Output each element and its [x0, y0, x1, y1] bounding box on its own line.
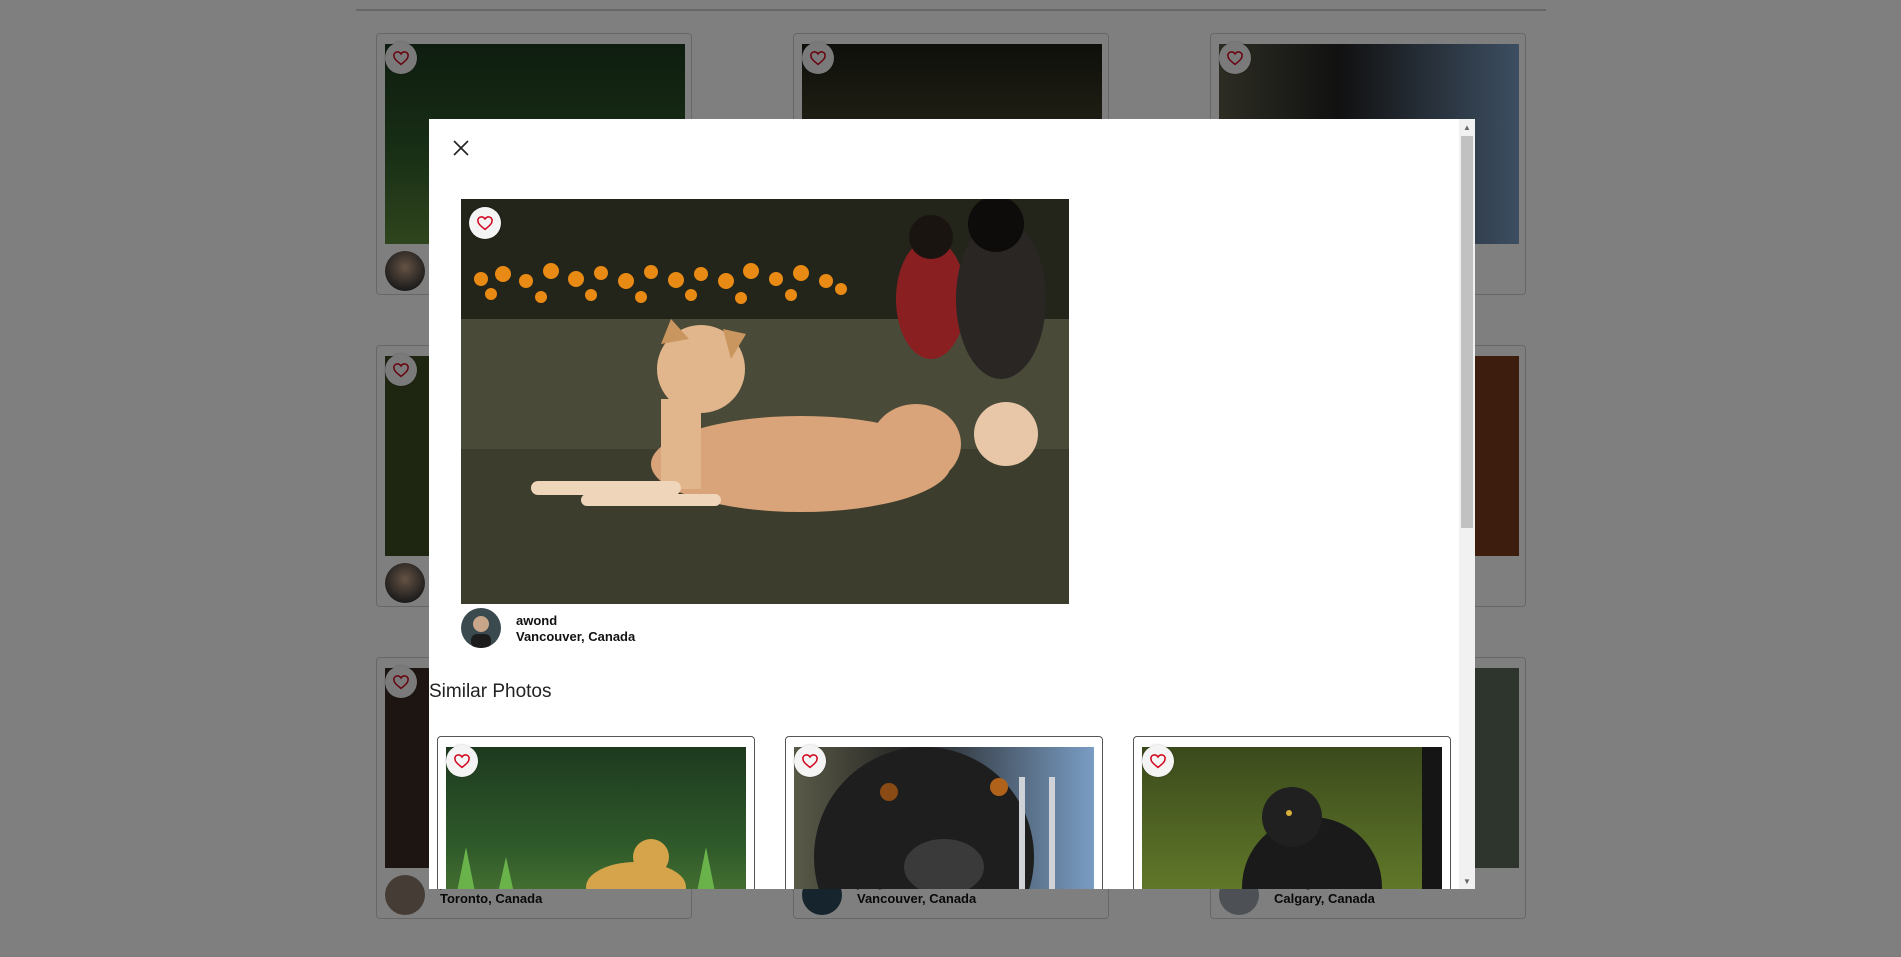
similar-photo-thumbnail[interactable] — [446, 747, 746, 889]
author-info: awond Vancouver, Canada — [516, 613, 635, 645]
close-icon[interactable] — [449, 136, 473, 160]
favorite-heart-icon[interactable] — [1142, 745, 1174, 777]
author-avatar — [461, 608, 501, 648]
favorite-heart-icon[interactable] — [446, 745, 478, 777]
similar-photo-card[interactable] — [1133, 736, 1451, 889]
modal-content: awond Vancouver, Canada Similar Photos — [429, 119, 1459, 889]
modal-scrollbar[interactable]: ▲ ▼ — [1459, 119, 1475, 889]
similar-photo-card[interactable] — [785, 736, 1103, 889]
scroll-down-arrow-icon[interactable]: ▼ — [1463, 876, 1471, 886]
similar-photo-card[interactable] — [437, 736, 755, 889]
similar-photos-heading: Similar Photos — [429, 681, 552, 702]
author-username: awond — [516, 613, 558, 628]
main-photo[interactable] — [461, 199, 1069, 604]
favorite-heart-icon[interactable] — [469, 207, 501, 239]
favorite-heart-icon[interactable] — [794, 745, 826, 777]
similar-photo-thumbnail[interactable] — [794, 747, 1094, 889]
photo-modal: awond Vancouver, Canada Similar Photos — [429, 119, 1475, 889]
scroll-up-arrow-icon[interactable]: ▲ — [1463, 122, 1471, 132]
similar-photo-thumbnail[interactable] — [1142, 747, 1442, 889]
scrollbar-thumb[interactable] — [1461, 136, 1473, 528]
author-location: Vancouver, Canada — [516, 629, 636, 644]
